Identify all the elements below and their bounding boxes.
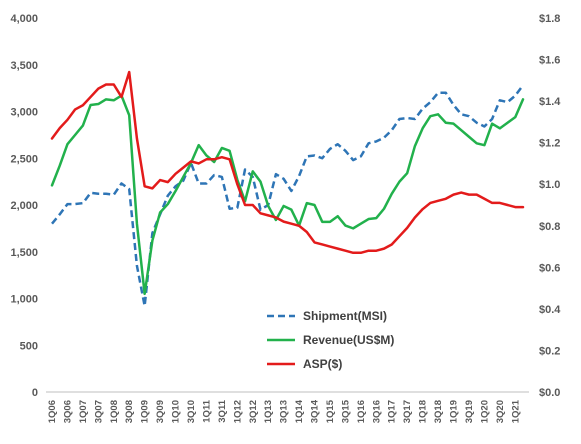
legend-label: ASP($) (303, 357, 342, 371)
series-line-asp (50, 70, 525, 255)
left-y-tick-label: 0 (32, 387, 38, 399)
series-line-shipment-msi (51, 84, 524, 308)
x-tick-label: 3Q14 (310, 399, 321, 423)
x-tick-label: 3Q19 (464, 400, 475, 423)
left-y-tick-label: 2,500 (10, 153, 38, 165)
x-tick-label: 1Q15 (325, 399, 336, 423)
left-y-tick-label: 3,500 (10, 60, 38, 72)
x-tick-label: 1Q19 (449, 400, 460, 423)
x-tick-label: 3Q12 (248, 400, 259, 423)
x-tick-label: 3Q17 (402, 400, 413, 423)
x-tick-label: 3Q09 (155, 400, 166, 423)
x-tick-label: 1Q09 (140, 400, 151, 423)
x-tick-label: 1Q10 (171, 400, 182, 423)
x-tick-label: 1Q08 (109, 400, 120, 423)
left-y-tick-label: 1,000 (10, 294, 38, 306)
x-tick-label: 3Q15 (340, 399, 351, 423)
right-y-tick-label: $0.6 (539, 262, 560, 274)
right-y-tick-label: $0.2 (539, 345, 560, 357)
left-y-tick-label: 1,500 (10, 247, 38, 259)
x-tick-label: 1Q14 (294, 399, 305, 423)
x-tick-label: 1Q12 (232, 400, 243, 423)
left-y-tick-label: 3,000 (10, 107, 38, 119)
x-tick-label: 1Q18 (418, 400, 429, 423)
left-y-tick-label: 4,000 (10, 13, 38, 25)
chart-legend: Shipment(MSI) Revenue(US$M) ASP($) (267, 309, 394, 371)
legend-label: Shipment(MSI) (303, 309, 387, 323)
left-y-tick-label: 2,000 (10, 200, 38, 212)
right-y-tick-label: $1.4 (539, 96, 561, 108)
right-y-tick-label: $0.4 (539, 304, 561, 316)
x-tick-label: 1Q07 (78, 400, 89, 423)
x-tick-label: 3Q10 (186, 400, 197, 423)
x-tick-label: 1Q13 (263, 400, 274, 423)
right-y-tick-label: $0.0 (539, 387, 560, 399)
series-layer (50, 70, 525, 308)
x-tick-label: 1Q20 (479, 400, 490, 423)
right-y-tick-label: $1.8 (539, 13, 560, 25)
x-tick-label: 3Q13 (279, 400, 290, 423)
x-tick-label: 3Q06 (62, 400, 73, 423)
x-tick-label: 3Q08 (124, 400, 135, 423)
legend-label: Revenue(US$M) (303, 333, 394, 347)
x-tick-label: 1Q06 (47, 400, 58, 423)
right-y-tick-label: $0.8 (539, 221, 560, 233)
x-tick-label: 1Q21 (510, 399, 521, 423)
right-y-tick-label: $1.6 (539, 55, 560, 67)
chart-axes: 0 500 1,000 1,500 2,000 2,500 3,000 3,500 4,000 $… (10, 13, 561, 423)
x-tick-label: 1Q11 (201, 399, 212, 422)
x-tick-label: 1Q16 (356, 400, 367, 423)
x-tick-label: 3Q20 (495, 400, 506, 423)
x-tick-label: 3Q11 (217, 399, 228, 422)
x-tick-label: 1Q17 (387, 400, 398, 423)
left-y-tick-label: 500 (20, 340, 38, 352)
x-tick-label: 3Q18 (433, 400, 444, 423)
x-tick-label: 3Q07 (93, 400, 104, 423)
right-y-tick-label: $1.2 (539, 138, 560, 150)
x-tick-label: 3Q16 (371, 400, 382, 423)
series-line-revenue-us-m (50, 94, 525, 296)
right-y-tick-label: $1.0 (539, 179, 560, 191)
